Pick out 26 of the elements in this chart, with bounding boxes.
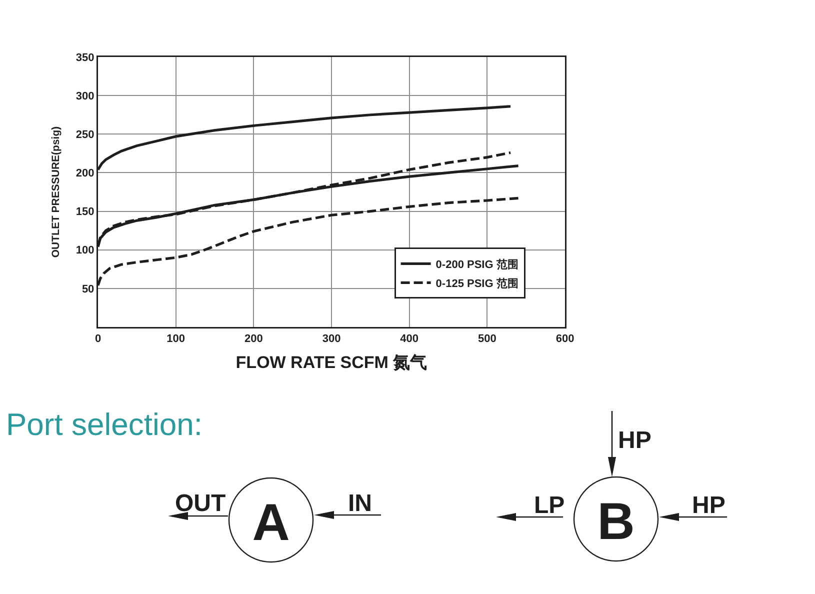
text: OUT — [175, 490, 226, 517]
legend-label: 0-125 PSIG 范围 — [436, 276, 518, 290]
text: A — [252, 494, 290, 552]
x-tick-label: 200 — [244, 332, 263, 345]
y-axis-title: OUTLET PRESSURE(psig) — [50, 126, 62, 258]
text: Port selection: — [6, 407, 202, 442]
y-tick-label: 250 — [76, 128, 94, 141]
text: B — [597, 493, 635, 551]
legend-label: 0-200 PSIG 范围 — [436, 258, 518, 271]
text: IN — [348, 490, 372, 517]
text: HP — [692, 492, 726, 519]
x-tick-label: 600 — [556, 332, 574, 345]
y-tick-label: 350 — [76, 52, 94, 64]
text: LP — [534, 492, 565, 519]
y-tick-label: 300 — [76, 90, 94, 102]
y-tick-label: 150 — [76, 206, 94, 218]
x-tick-label: 100 — [166, 332, 186, 345]
x-axis-title: FLOW RATE SCFM 氮气 — [236, 352, 428, 372]
y-tick-label: 200 — [76, 168, 94, 180]
y-tick-label: 50 — [82, 283, 94, 296]
y-tick-label: 100 — [76, 244, 94, 257]
text: HP — [618, 427, 652, 454]
x-tick-label: 500 — [478, 332, 496, 345]
x-tick-label: 300 — [322, 332, 341, 345]
x-tick-label: 0 — [94, 332, 102, 345]
x-tick-label: 400 — [400, 332, 419, 345]
